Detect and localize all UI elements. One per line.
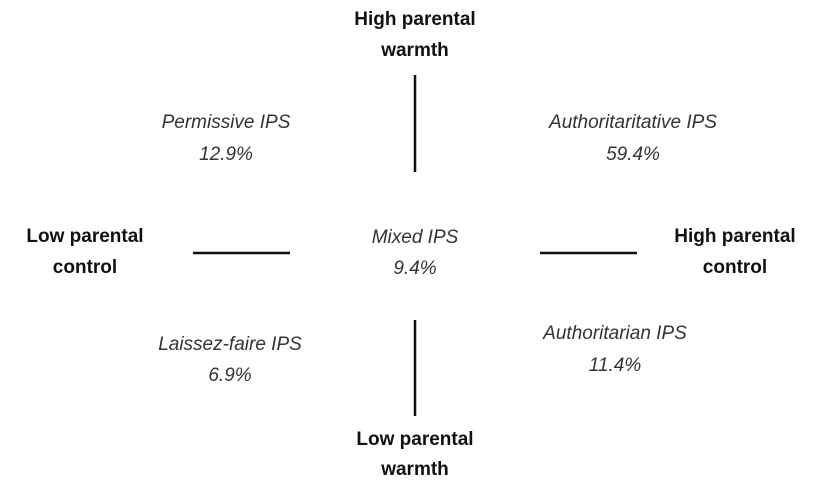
axis-label: High parental <box>674 226 795 247</box>
quadrant-share: 6.9% <box>208 365 251 386</box>
quadrant-name: Mixed IPS <box>372 227 459 248</box>
axis-label: High parental <box>354 9 475 30</box>
axis-label: warmth <box>380 40 449 61</box>
axis-label: control <box>53 257 117 278</box>
axis-label: warmth <box>380 459 449 480</box>
axis-label: Low parental <box>356 429 473 450</box>
quadrant-name: Laissez-faire IPS <box>158 334 302 355</box>
quadrant-name: Permissive IPS <box>162 112 291 133</box>
quadrant-name: Authoritaritative IPS <box>548 112 717 133</box>
axis-label: control <box>703 257 767 278</box>
quadrant-share: 9.4% <box>393 258 436 279</box>
axis-label: Low parental <box>26 226 143 247</box>
quadrant-share: 12.9% <box>199 144 253 165</box>
quadrant-share: 59.4% <box>606 144 660 165</box>
quadrant-share: 11.4% <box>589 355 642 376</box>
quadrant-name: Authoritarian IPS <box>542 323 687 344</box>
